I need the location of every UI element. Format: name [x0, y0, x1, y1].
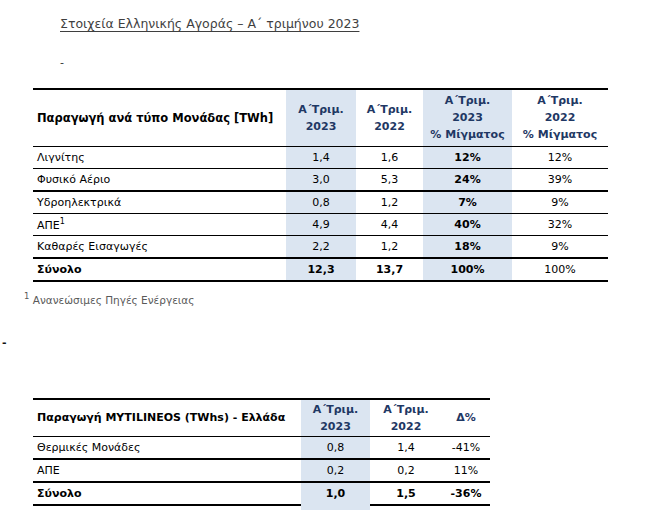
table-row-res: ΑΠΕ1 4,9 4,4 40% 32% [33, 213, 608, 235]
footnote: 1 Ανανεώσιμες Πηγές Ενέργειας [24, 291, 194, 306]
table-row-total: Σύνολο 12,3 13,7 100% 100% [33, 258, 608, 281]
value-cell: 2,2 [286, 235, 356, 258]
footnote-marker: 1 [24, 291, 29, 301]
table-row-hydro: Υδροηλεκτρικά 0,8 1,2 7% 9% [33, 191, 608, 214]
column-header-line: 2022 [356, 118, 423, 135]
column-header-line: Α΄Τριμ. [286, 101, 356, 118]
value-cell: 0,2 [370, 459, 442, 482]
column-header-line: 2023 [286, 118, 356, 135]
row-label: ΑΠΕ1 [33, 213, 286, 235]
column-header-line: 2023 [301, 418, 370, 435]
table-header-row: Παραγωγή ανά τύπο Μονάδας [TWh] Α΄Τριμ. … [33, 89, 608, 146]
row-label: ΑΠΕ [33, 459, 301, 482]
page-title: Στοιχεία Ελληνικής Αγοράς – Α΄ τριμήνου … [60, 16, 359, 31]
table-row-total: Σύνολο 1,0 1,5 -36% [33, 482, 490, 505]
value-cell: 12% [423, 146, 512, 168]
value-cell: 39% [512, 168, 608, 191]
value-cell: 5,3 [356, 168, 423, 191]
value-cell: 13,7 [356, 258, 423, 281]
row-label: Λιγνίτης [33, 146, 286, 168]
value-cell: 9% [512, 191, 608, 214]
value-cell: 40% [423, 213, 512, 235]
value-cell: 18% [423, 235, 512, 258]
column-header-line: Α΄Τριμ. [370, 401, 442, 418]
row-label: Θερμικές Μονάδες [33, 436, 301, 459]
value-cell: 100% [512, 258, 608, 281]
value-cell: 7% [423, 191, 512, 214]
document-page: Στοιχεία Ελληνικής Αγοράς – Α΄ τριμήνου … [0, 0, 658, 528]
column-header-line: Δ% [442, 409, 490, 426]
row-label: Φυσικό Αέριο [33, 168, 286, 191]
footnote-marker: 1 [60, 217, 65, 226]
value-cell: 1,6 [356, 146, 423, 168]
row-label: Υδροηλεκτρικά [33, 191, 286, 214]
value-cell: 4,4 [356, 213, 423, 235]
table-row-net-imports: Καθαρές Εισαγωγές 2,2 1,2 18% 9% [33, 235, 608, 258]
production-by-unit-type-table: Παραγωγή ανά τύπο Μονάδας [TWh] Α΄Τριμ. … [33, 88, 608, 282]
value-cell: 24% [423, 168, 512, 191]
column-header-delta-pct: Δ% [442, 399, 490, 436]
value-cell: 100% [423, 258, 512, 281]
table1-corner-label: Παραγωγή ανά τύπο Μονάδας [TWh] [33, 89, 286, 146]
value-cell: 11% [442, 459, 490, 482]
table2-corner-label: Παραγωγή MYTILINEOS (TWhs) - Ελλάδα [33, 399, 301, 436]
value-cell: 1,4 [370, 436, 442, 459]
footnote-text: Ανανεώσιμες Πηγές Ενέργειας [33, 294, 195, 306]
value-cell: 0,2 [301, 459, 370, 482]
column-header-line: Α΄Τριμ. [423, 92, 512, 109]
column-header-line: 2023 [423, 109, 512, 126]
value-cell: 12,3 [286, 258, 356, 281]
stray-dash-left-margin: - [2, 336, 7, 349]
column-header-q1-2023-mix: Α΄Τριμ. 2023 % Μίγματος [423, 89, 512, 146]
table-row-thermal-units: Θερμικές Μονάδες 0,8 1,4 -41% [33, 436, 490, 459]
column-header-line: % Μίγματος [423, 126, 512, 143]
table-row-lignite: Λιγνίτης 1,4 1,6 12% 12% [33, 146, 608, 168]
column-header-line: Α΄Τριμ. [512, 92, 608, 109]
row-label: Καθαρές Εισαγωγές [33, 235, 286, 258]
value-cell: 1,2 [356, 191, 423, 214]
table-row-natural-gas: Φυσικό Αέριο 3,0 5,3 24% 39% [33, 168, 608, 191]
row-label: Σύνολο [33, 258, 286, 281]
column-header-q1-2022: Α΄Τριμ. 2022 [370, 399, 442, 436]
value-cell: -36% [442, 482, 490, 505]
column-header-line: % Μίγματος [512, 126, 608, 143]
table-row-res: ΑΠΕ 0,2 0,2 11% [33, 459, 490, 482]
column-header-q1-2022: Α΄Τριμ. 2022 [356, 89, 423, 146]
row-label-text: ΑΠΕ [37, 218, 60, 231]
column-header-q1-2023: Α΄Τριμ. 2023 [286, 89, 356, 146]
column-header-q1-2023: Α΄Τριμ. 2023 [301, 399, 370, 436]
value-cell: 1,5 [370, 482, 442, 505]
mytilineos-production-table: Παραγωγή MYTILINEOS (TWhs) - Ελλάδα Α΄Τρ… [33, 398, 490, 506]
value-cell: 1,2 [356, 235, 423, 258]
value-cell: 0,8 [286, 191, 356, 214]
shaded-column-extension [301, 502, 370, 510]
value-cell: 4,9 [286, 213, 356, 235]
column-header-line: 2022 [512, 109, 608, 126]
value-cell: 1,4 [286, 146, 356, 168]
value-cell: 0,8 [301, 436, 370, 459]
table-header-row: Παραγωγή MYTILINEOS (TWhs) - Ελλάδα Α΄Τρ… [33, 399, 490, 436]
value-cell: -41% [442, 436, 490, 459]
column-header-line: 2022 [370, 418, 442, 435]
column-header-line: Α΄Τριμ. [301, 401, 370, 418]
column-header-q1-2022-mix: Α΄Τριμ. 2022 % Μίγματος [512, 89, 608, 146]
column-header-line: Α΄Τριμ. [356, 101, 423, 118]
value-cell: 32% [512, 213, 608, 235]
value-cell: 9% [512, 235, 608, 258]
row-label: Σύνολο [33, 482, 301, 505]
value-cell: 12% [512, 146, 608, 168]
value-cell: 3,0 [286, 168, 356, 191]
stray-dash-below-title: - [60, 56, 64, 69]
